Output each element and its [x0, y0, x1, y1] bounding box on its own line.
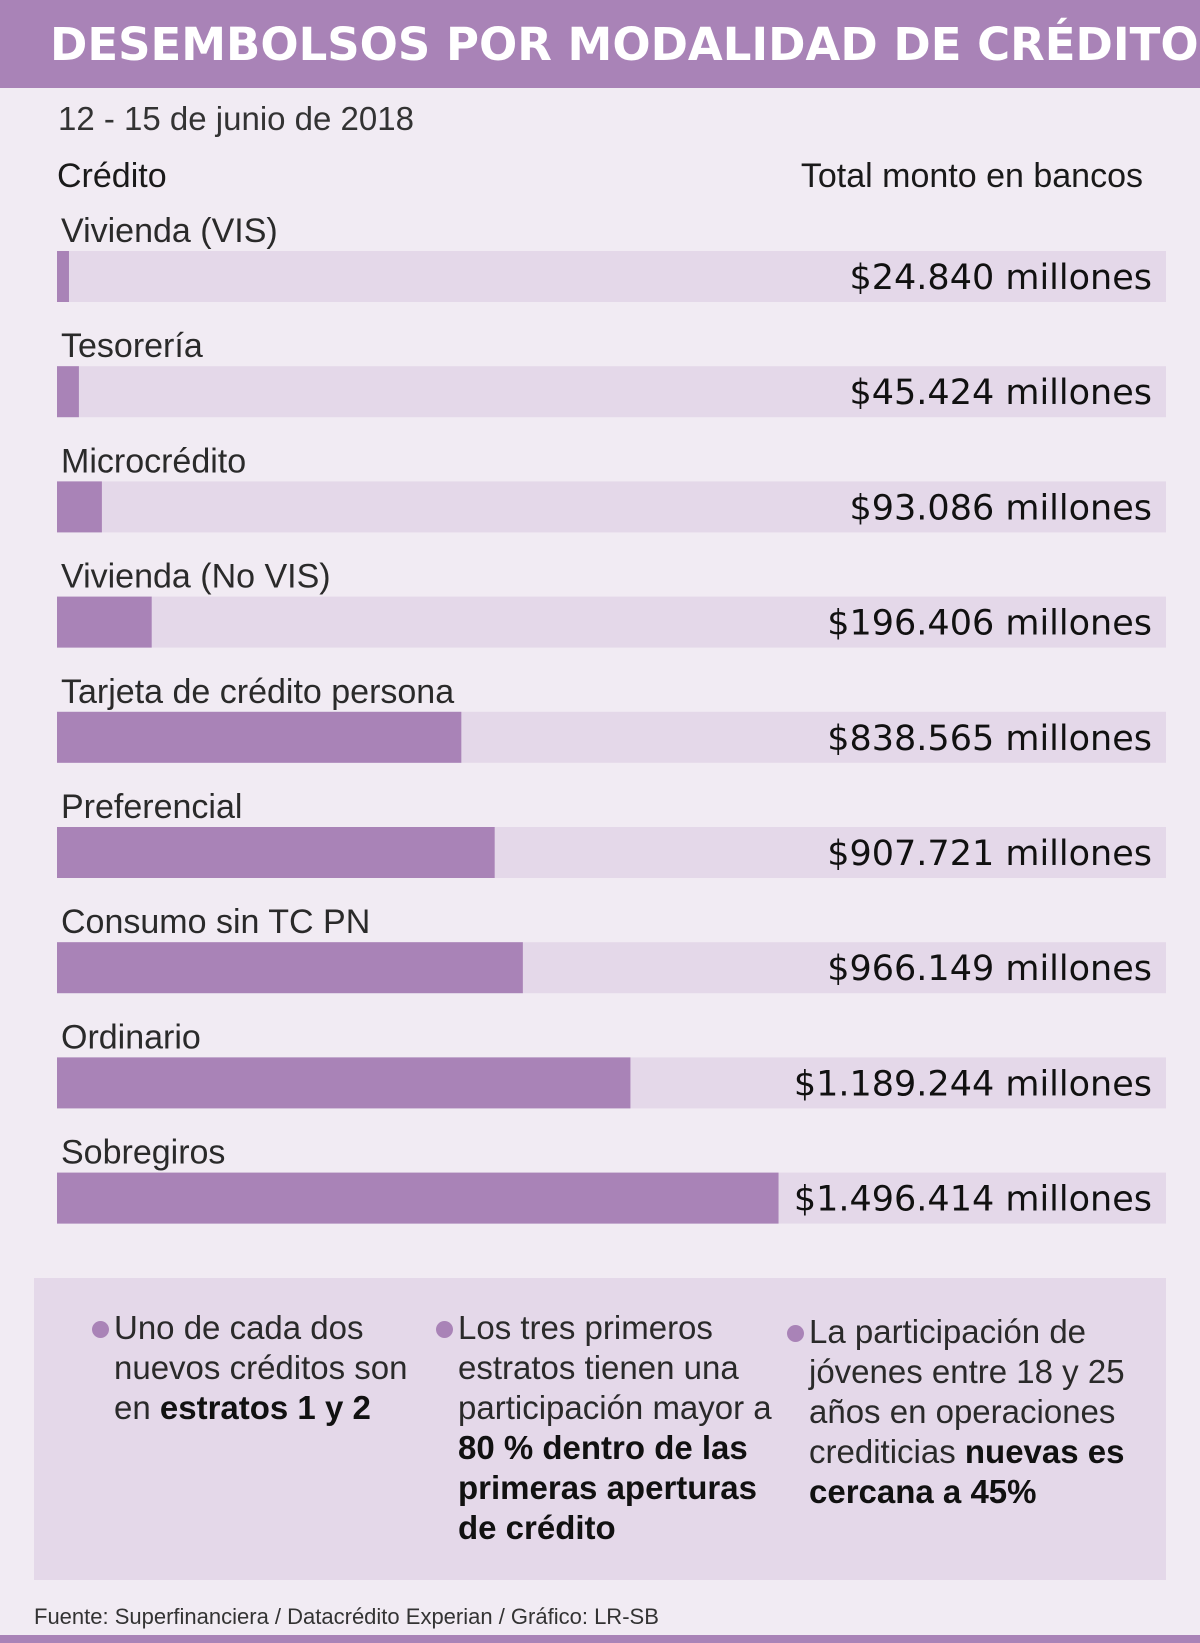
bullet-dot-icon — [92, 1321, 109, 1338]
bar-track — [57, 251, 1166, 302]
bar-track — [57, 481, 1166, 533]
category-label: Ordinario — [61, 1018, 201, 1056]
bar — [57, 827, 495, 878]
value-label: $1.496.414 millones — [794, 1180, 1152, 1220]
value-label: $1.189.244 millones — [794, 1064, 1152, 1104]
bar — [57, 366, 79, 418]
value-label: $93.086 millones — [850, 488, 1153, 528]
category-label: Vivienda (No VIS) — [61, 558, 331, 596]
category-label: Tarjeta de crédito persona — [61, 673, 454, 711]
note-3-bold: nuevas es cercana a 45% — [809, 1433, 1125, 1510]
value-label: $907.721 millones — [827, 834, 1152, 874]
category-label: Consumo sin TC PN — [61, 903, 370, 941]
bar-chart: Vivienda (VIS) $24.840 millones Tesorería $… — [57, 212, 1166, 1224]
bar — [57, 711, 462, 763]
header-banner: DESEMBOLSOS POR MODALIDAD DE CRÉDITO — [0, 0, 1200, 88]
value-label: $966.149 millones — [827, 949, 1152, 989]
value-label: $196.406 millones — [827, 604, 1152, 644]
bar — [57, 481, 102, 533]
category-label: Vivienda (VIS) — [61, 212, 278, 250]
bar — [57, 1057, 631, 1109]
source-credit: Fuente: Superfinanciera / Datacrédito Ex… — [34, 1604, 659, 1629]
bar-track — [57, 596, 1166, 648]
note-3-text: La participación de jóvenes entre 18 y 2… — [809, 1313, 1125, 1470]
category-label: Microcrédito — [61, 442, 246, 480]
value-label: $24.840 millones — [850, 258, 1153, 298]
bottom-rule — [0, 1635, 1200, 1643]
note-1-text: Uno de cada dos nuevos créditos son en — [114, 1309, 408, 1426]
note-1-bold: estratos 1 y 2 — [159, 1389, 371, 1426]
note-2: Los tres primeros estratos tienen una pa… — [436, 1308, 798, 1548]
bar — [57, 1172, 779, 1224]
notes-panel: Uno de cada dos nuevos créditos son en e… — [34, 1278, 1166, 1580]
bullet-dot-icon — [787, 1325, 804, 1342]
chart-title: DESEMBOLSOS POR MODALIDAD DE CRÉDITO — [50, 17, 1199, 71]
bar — [57, 942, 523, 994]
category-label: Sobregiros — [61, 1134, 225, 1172]
bar — [57, 596, 152, 648]
bullet-dot-icon — [436, 1321, 453, 1338]
note-3: La participación de jóvenes entre 18 y 2… — [787, 1312, 1154, 1512]
note-2-text: Los tres primeros estratos tienen una pa… — [458, 1309, 772, 1426]
note-2-bold: 80 % dentro de las primeras aperturas de… — [458, 1429, 757, 1546]
column-header-credit: Crédito — [57, 157, 167, 195]
column-header-total: Total monto en bancos — [800, 157, 1143, 195]
bar-track — [57, 366, 1166, 418]
value-label: $45.424 millones — [850, 373, 1153, 413]
date-subtitle: 12 - 15 de junio de 2018 — [58, 100, 414, 137]
note-1: Uno de cada dos nuevos créditos son en e… — [92, 1308, 414, 1428]
category-label: Tesorería — [61, 327, 203, 365]
category-label: Preferencial — [61, 788, 242, 826]
bar — [57, 251, 69, 302]
value-label: $838.565 millones — [827, 719, 1152, 759]
